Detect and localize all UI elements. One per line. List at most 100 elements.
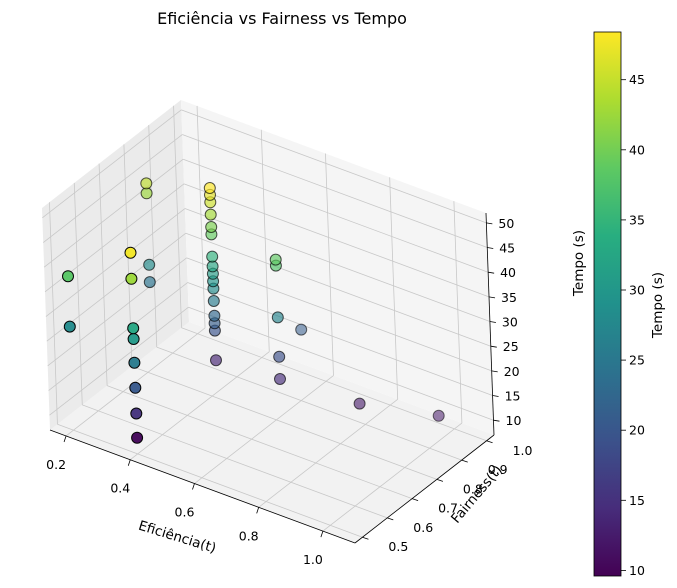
z-tick-label: 45 — [499, 241, 515, 256]
x-tick — [256, 507, 260, 514]
scatter-point — [63, 320, 76, 333]
x-tick-label: 0.6 — [175, 505, 195, 520]
scatter-point — [204, 208, 217, 221]
y-tick — [411, 498, 419, 502]
y-tick-label: 1.0 — [513, 443, 533, 458]
grid-line-x-back — [260, 129, 270, 352]
x-tick — [192, 483, 195, 490]
z-axis-line — [485, 212, 495, 436]
scatter-point — [208, 309, 221, 322]
axis-lines — [49, 212, 500, 544]
grid-line-z-left — [42, 109, 182, 219]
grid-line-y-floor — [131, 365, 438, 480]
grid-line-z-left — [45, 208, 186, 317]
grid-line-z-back — [184, 208, 491, 322]
x-tick-label: 0.8 — [239, 528, 259, 543]
scatter-point — [269, 253, 282, 266]
grid-line-z-back — [187, 282, 493, 396]
scatter-point — [128, 356, 141, 369]
colorbar-label: Tempo (s) — [650, 272, 666, 339]
scatter-point — [125, 272, 138, 285]
grid-line-z-left — [47, 257, 187, 367]
grid-line-x-back — [196, 105, 206, 328]
z-tick-label: 20 — [504, 364, 520, 379]
grid-line-y-floor — [156, 346, 462, 461]
grid-line-z-back — [185, 232, 491, 347]
colorbar-tick-label: 45 — [629, 72, 645, 87]
z-tick-label: 15 — [505, 389, 521, 404]
z-tick — [486, 222, 493, 225]
scatter-point — [131, 431, 144, 444]
scatter-points — [62, 177, 445, 444]
y-tick — [362, 536, 369, 540]
colorbar-tick-label: 35 — [629, 212, 645, 227]
y-tick — [486, 440, 493, 444]
scatter-point — [210, 354, 222, 367]
z-tick-label: 30 — [502, 315, 518, 330]
z-tick — [490, 345, 497, 348]
grid-line-z-left — [48, 282, 188, 391]
grid-line-x-back — [325, 153, 334, 376]
scatter-point — [271, 311, 284, 324]
y-tick — [436, 478, 444, 482]
grid-line-z-back — [186, 257, 492, 372]
grid-line-x-back — [389, 177, 399, 400]
z-tick — [489, 321, 496, 323]
x-axis-line — [49, 429, 356, 544]
scatter-point — [432, 409, 445, 422]
colorbar-tick-label: 30 — [629, 283, 645, 298]
left-pane — [42, 100, 189, 430]
colorbar — [593, 31, 622, 577]
grid-line-z-back — [188, 306, 494, 421]
colorbar-tick-label: 20 — [629, 423, 645, 438]
grid-line-x-floor — [322, 422, 463, 532]
scatter-point — [124, 246, 137, 259]
colorbar-tick-label: 10 — [629, 563, 645, 578]
grid-line-x-floor — [258, 398, 398, 508]
z-tick — [493, 419, 500, 422]
x-axis-label: Eficiência(t) — [136, 518, 218, 557]
grid-line-y-left — [148, 125, 158, 348]
back-pane — [181, 100, 494, 435]
z-tick — [491, 370, 498, 373]
grid-line-y-left — [73, 182, 83, 405]
grid-line-z-back — [182, 134, 488, 248]
z-tick — [488, 271, 495, 274]
scatter-point — [143, 276, 156, 289]
z-tick-label: 10 — [506, 413, 522, 428]
colorbar-tick-label: 25 — [629, 353, 645, 368]
z-axis-label: Tempo (s) — [571, 230, 587, 297]
scatter-point — [274, 373, 286, 385]
z-tick — [488, 296, 496, 299]
grid-line-y-left — [98, 163, 108, 386]
scatter-point — [353, 397, 366, 410]
y-tick-label: 0.5 — [388, 539, 408, 554]
scatter-point — [273, 350, 286, 363]
grid-line-z-back — [181, 109, 487, 224]
z-tick — [492, 395, 499, 397]
scatter-point — [207, 295, 220, 307]
x-tick — [320, 530, 324, 538]
grid-line-x-back — [453, 201, 463, 424]
z-tick — [487, 247, 494, 249]
y-tick-label: 0.7 — [438, 501, 458, 516]
x-tick-label: 0.4 — [110, 481, 130, 496]
colorbar-tick-label: 40 — [629, 142, 645, 157]
grid-line-y-floor — [106, 385, 413, 500]
grid-lines — [42, 105, 494, 538]
grid-line-y-floor — [181, 327, 487, 442]
grid-line-x-floor — [194, 375, 334, 484]
tick-labels: 0.2 0.4 0.6 0.8 1.0 0.5 0.6 0.7 0.8 0.9 1.0 10 15 20 2… — [46, 216, 532, 567]
y-tick-label: 0.9 — [488, 462, 508, 477]
chart-title: Eficiência vs Fairness vs Tempo — [157, 9, 407, 28]
scatter-point — [130, 407, 143, 420]
z-tick-label: 50 — [498, 216, 514, 231]
grid-line-z-back — [182, 158, 489, 273]
grid-line-y-floor — [57, 423, 363, 538]
x-tick — [63, 435, 67, 443]
scatter-point — [206, 250, 219, 263]
grid-line-y-left — [173, 105, 182, 328]
scatter-point — [140, 177, 153, 190]
x-tick-label: 0.2 — [46, 457, 66, 472]
grid-line-z-left — [49, 306, 189, 416]
